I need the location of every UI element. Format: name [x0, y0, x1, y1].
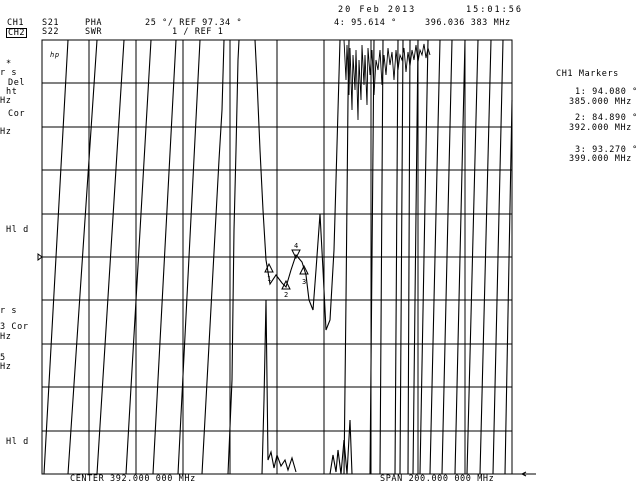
- left-annotation-11: 5: [0, 353, 6, 363]
- left-annotation-12: Hz: [0, 362, 12, 372]
- marker-3-label: 3: [302, 278, 306, 286]
- reference-arrows: [37, 253, 536, 477]
- hp-logo: hp: [50, 51, 60, 59]
- left-annotation-9: 3 Cor: [0, 322, 29, 332]
- active-marker-readout: 4: 95.614 °: [334, 18, 397, 28]
- marker-1-symbol: 1: [264, 262, 274, 283]
- marker-panel-title: CH1 Markers: [556, 69, 619, 79]
- swr-trace-bottom: [261, 299, 353, 475]
- left-annotation-13: Hl d: [6, 437, 29, 447]
- left-annotation-7: Hl d: [6, 225, 29, 235]
- left-annotation-4: Hz: [0, 96, 12, 106]
- marker-3-freq: 399.000 MHz: [569, 154, 632, 164]
- marker-2-freq: 392.000 MHz: [569, 123, 632, 133]
- marker-1-value: 1: 94.080 °: [575, 87, 637, 97]
- marker-4-symbol: 4: [291, 242, 301, 260]
- ch1-param: S21: [42, 18, 60, 28]
- left-annotation-3: ht: [6, 87, 18, 97]
- left-annotation-10: Hz: [0, 332, 12, 342]
- left-annotation-2: Del: [8, 78, 26, 88]
- left-reference-arrow: [37, 253, 43, 261]
- graticule: [41, 39, 513, 475]
- ch2-label[interactable]: CH2: [6, 28, 28, 38]
- center-frequency: CENTER 392.000 000 MHz: [70, 474, 196, 484]
- left-annotation-8: r s: [0, 306, 18, 316]
- ch1-format: PHA: [85, 18, 103, 28]
- trace-markers: 1 2 3 4: [264, 242, 309, 299]
- left-annotation-1: r s: [0, 68, 18, 78]
- marker-2-symbol: 2: [281, 279, 291, 299]
- phase-trace-noise: [343, 39, 431, 121]
- ch1-scale: 25 °/ REF 97.34 °: [145, 18, 243, 28]
- marker-2-label: 2: [284, 291, 288, 299]
- phase-trace-wrap-segments: [43, 39, 513, 475]
- marker-2-value: 2: 84.890 °: [575, 113, 637, 123]
- span-frequency: SPAN 200.000 000 MHz: [380, 474, 495, 484]
- ch1-label[interactable]: CH1: [7, 18, 25, 28]
- marker-1-label: 1: [267, 275, 271, 283]
- marker-3-value: 3: 93.270 °: [575, 145, 637, 155]
- left-annotation-0: *: [6, 59, 12, 69]
- date-readout: 20 Feb 2013: [338, 5, 417, 15]
- marker-4-label: 4: [294, 242, 298, 250]
- ch2-format: SWR: [85, 27, 103, 37]
- swr-trace: [261, 299, 353, 475]
- ch2-param: S22: [42, 27, 60, 37]
- marker-3-symbol: 3: [299, 264, 309, 286]
- left-annotation-5: Cor: [8, 109, 26, 119]
- time-readout: 15:01:56: [466, 5, 523, 15]
- left-annotation-6: Hz: [0, 127, 12, 137]
- phase-trace: [43, 39, 513, 475]
- active-marker-frequency: 396.036 383 MHz: [425, 18, 511, 28]
- ch2-scale: 1 / REF 1: [172, 27, 224, 37]
- marker-1-freq: 385.000 MHz: [569, 97, 632, 107]
